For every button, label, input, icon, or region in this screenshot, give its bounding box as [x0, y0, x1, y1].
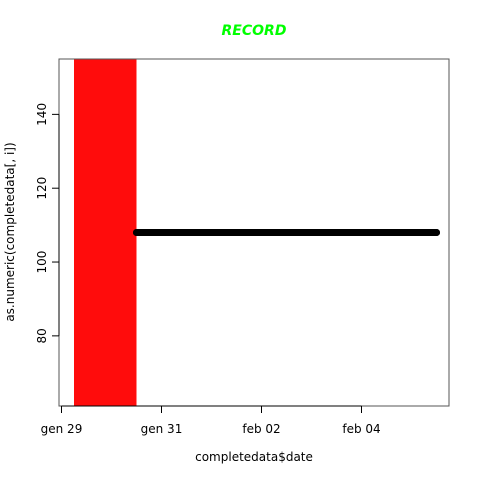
- x-axis: gen 29 gen 31 feb 02 feb 04: [41, 405, 381, 436]
- y-tick-label: 100: [35, 251, 49, 274]
- y-tick-label: 80: [35, 328, 49, 343]
- x-axis-label: completedata$date: [195, 450, 313, 464]
- x-tick-label: feb 04: [342, 422, 380, 436]
- x-tick-label: feb 02: [242, 422, 280, 436]
- data-point: [133, 229, 140, 236]
- highlight-band: [74, 59, 137, 406]
- y-axis-label: as.numeric(completedata[, i]): [3, 142, 17, 321]
- x-tick-label: gen 31: [141, 422, 183, 436]
- y-axis: 80 100 120 140: [35, 103, 60, 344]
- y-tick-label: 140: [35, 103, 49, 126]
- x-tick-label: gen 29: [41, 422, 83, 436]
- chart-title: RECORD: [222, 23, 287, 39]
- data-point: [433, 229, 440, 236]
- plot-area: [74, 59, 440, 406]
- y-tick-label: 120: [35, 177, 49, 200]
